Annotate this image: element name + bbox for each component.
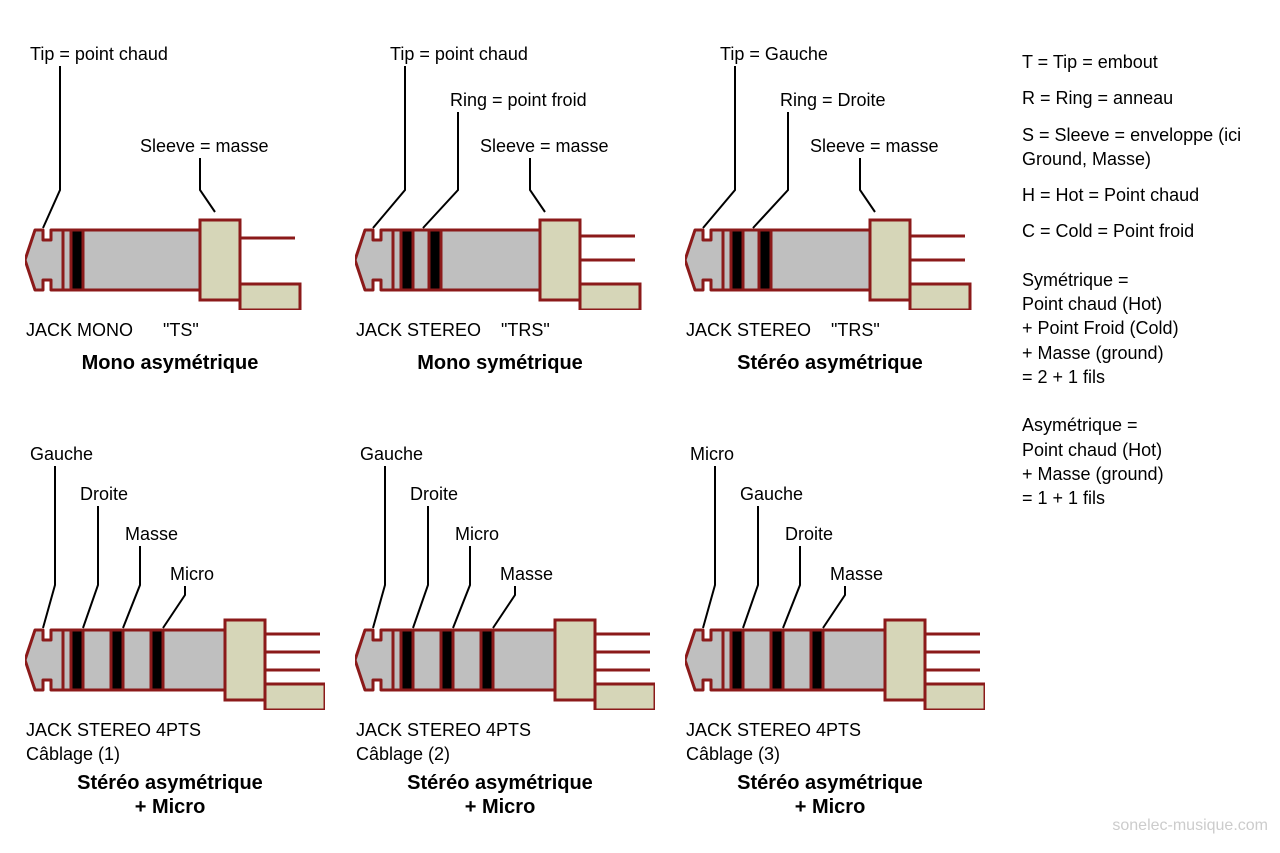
jack-title: Mono symétrique: [350, 352, 650, 375]
callout-label: Ring = point froid: [450, 90, 587, 111]
callout-label: Droite: [410, 484, 458, 505]
leader-lines: [680, 20, 1010, 320]
jack-type-line: JACK STEREO "TRS": [356, 320, 550, 341]
jack-subline: Câblage (3): [686, 744, 780, 765]
callout-label: Micro: [690, 444, 734, 465]
jack-title: Stéréo asymétrique: [350, 772, 650, 795]
jack-cell-trrs-2: Gauche Droite MicroMasse JACK STEREO 4PTS Câ…: [350, 420, 680, 820]
jack-type-line: JACK MONO "TS": [26, 320, 199, 341]
callout-label: Sleeve = masse: [810, 136, 939, 157]
jack-title-2: + Micro: [680, 796, 980, 819]
callout-label: Masse: [830, 564, 883, 585]
jack-cell-mono-sym-trs: Tip = point chaud Ring = point froid Sleev…: [350, 20, 680, 420]
jack-subline: Câblage (2): [356, 744, 450, 765]
legend-asym: Asymétrique =Point chaud (Hot)+ Masse (g…: [1022, 413, 1262, 510]
callout-label: Ring = Droite: [780, 90, 886, 111]
callout-label: Tip = point chaud: [30, 44, 168, 65]
jack-cell-trrs-3: Micro Gauche Droite Masse JACK STEREO 4PTS Câ…: [680, 420, 1010, 820]
legend-line: T = Tip = embout: [1022, 50, 1262, 74]
legend-sym: Symétrique =Point chaud (Hot)+ Point Fro…: [1022, 268, 1262, 389]
jack-title: Mono asymétrique: [20, 352, 320, 375]
legend-line: R = Ring = anneau: [1022, 86, 1262, 110]
jack-type-line: JACK STEREO 4PTS: [26, 720, 201, 741]
jack-title-2: + Micro: [20, 796, 320, 819]
jack-type-line: JACK STEREO 4PTS: [686, 720, 861, 741]
jack-title: Stéréo asymétrique: [680, 352, 980, 375]
jack-grid: Tip = point chaud Sleeve = masse JACK MONO…: [20, 20, 1010, 820]
jack-cell-mono-ts: Tip = point chaud Sleeve = masse JACK MONO…: [20, 20, 350, 420]
legend-line: H = Hot = Point chaud: [1022, 183, 1262, 207]
callout-label: Gauche: [360, 444, 423, 465]
legend-panel: T = Tip = embout R = Ring = anneau S = S…: [1022, 50, 1262, 510]
jack-type-line: JACK STEREO 4PTS: [356, 720, 531, 741]
callout-label: Gauche: [740, 484, 803, 505]
callout-label: Tip = Gauche: [720, 44, 828, 65]
callout-label: Droite: [80, 484, 128, 505]
watermark: sonelec-musique.com: [1112, 817, 1268, 835]
callout-label: Droite: [785, 524, 833, 545]
callout-label: Tip = point chaud: [390, 44, 528, 65]
legend-line: C = Cold = Point froid: [1022, 219, 1262, 243]
jack-title: Stéréo asymétrique: [20, 772, 320, 795]
callout-label: Masse: [500, 564, 553, 585]
legend-line: S = Sleeve = enveloppe (ici Ground, Mass…: [1022, 123, 1262, 172]
jack-title: Stéréo asymétrique: [680, 772, 980, 795]
callout-label: Sleeve = masse: [140, 136, 269, 157]
jack-type-line: JACK STEREO "TRS": [686, 320, 880, 341]
jack-title-2: + Micro: [350, 796, 650, 819]
callout-label: Micro: [455, 524, 499, 545]
jack-subline: Câblage (1): [26, 744, 120, 765]
callout-label: Micro: [170, 564, 214, 585]
callout-label: Sleeve = masse: [480, 136, 609, 157]
leader-lines: [20, 20, 350, 320]
leader-lines: [350, 20, 680, 320]
callout-label: Gauche: [30, 444, 93, 465]
jack-cell-trrs-1: Gauche Droite Masse Micro JACK STEREO 4PTS Câ…: [20, 420, 350, 820]
jack-cell-stereo-asym-trs: Tip = Gauche Ring = Droite Sleeve = masse J…: [680, 20, 1010, 420]
callout-label: Masse: [125, 524, 178, 545]
